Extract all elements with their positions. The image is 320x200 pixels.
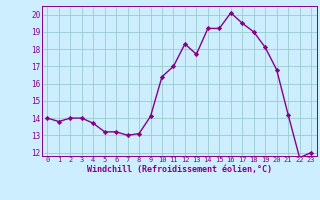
X-axis label: Windchill (Refroidissement éolien,°C): Windchill (Refroidissement éolien,°C) — [87, 165, 272, 174]
